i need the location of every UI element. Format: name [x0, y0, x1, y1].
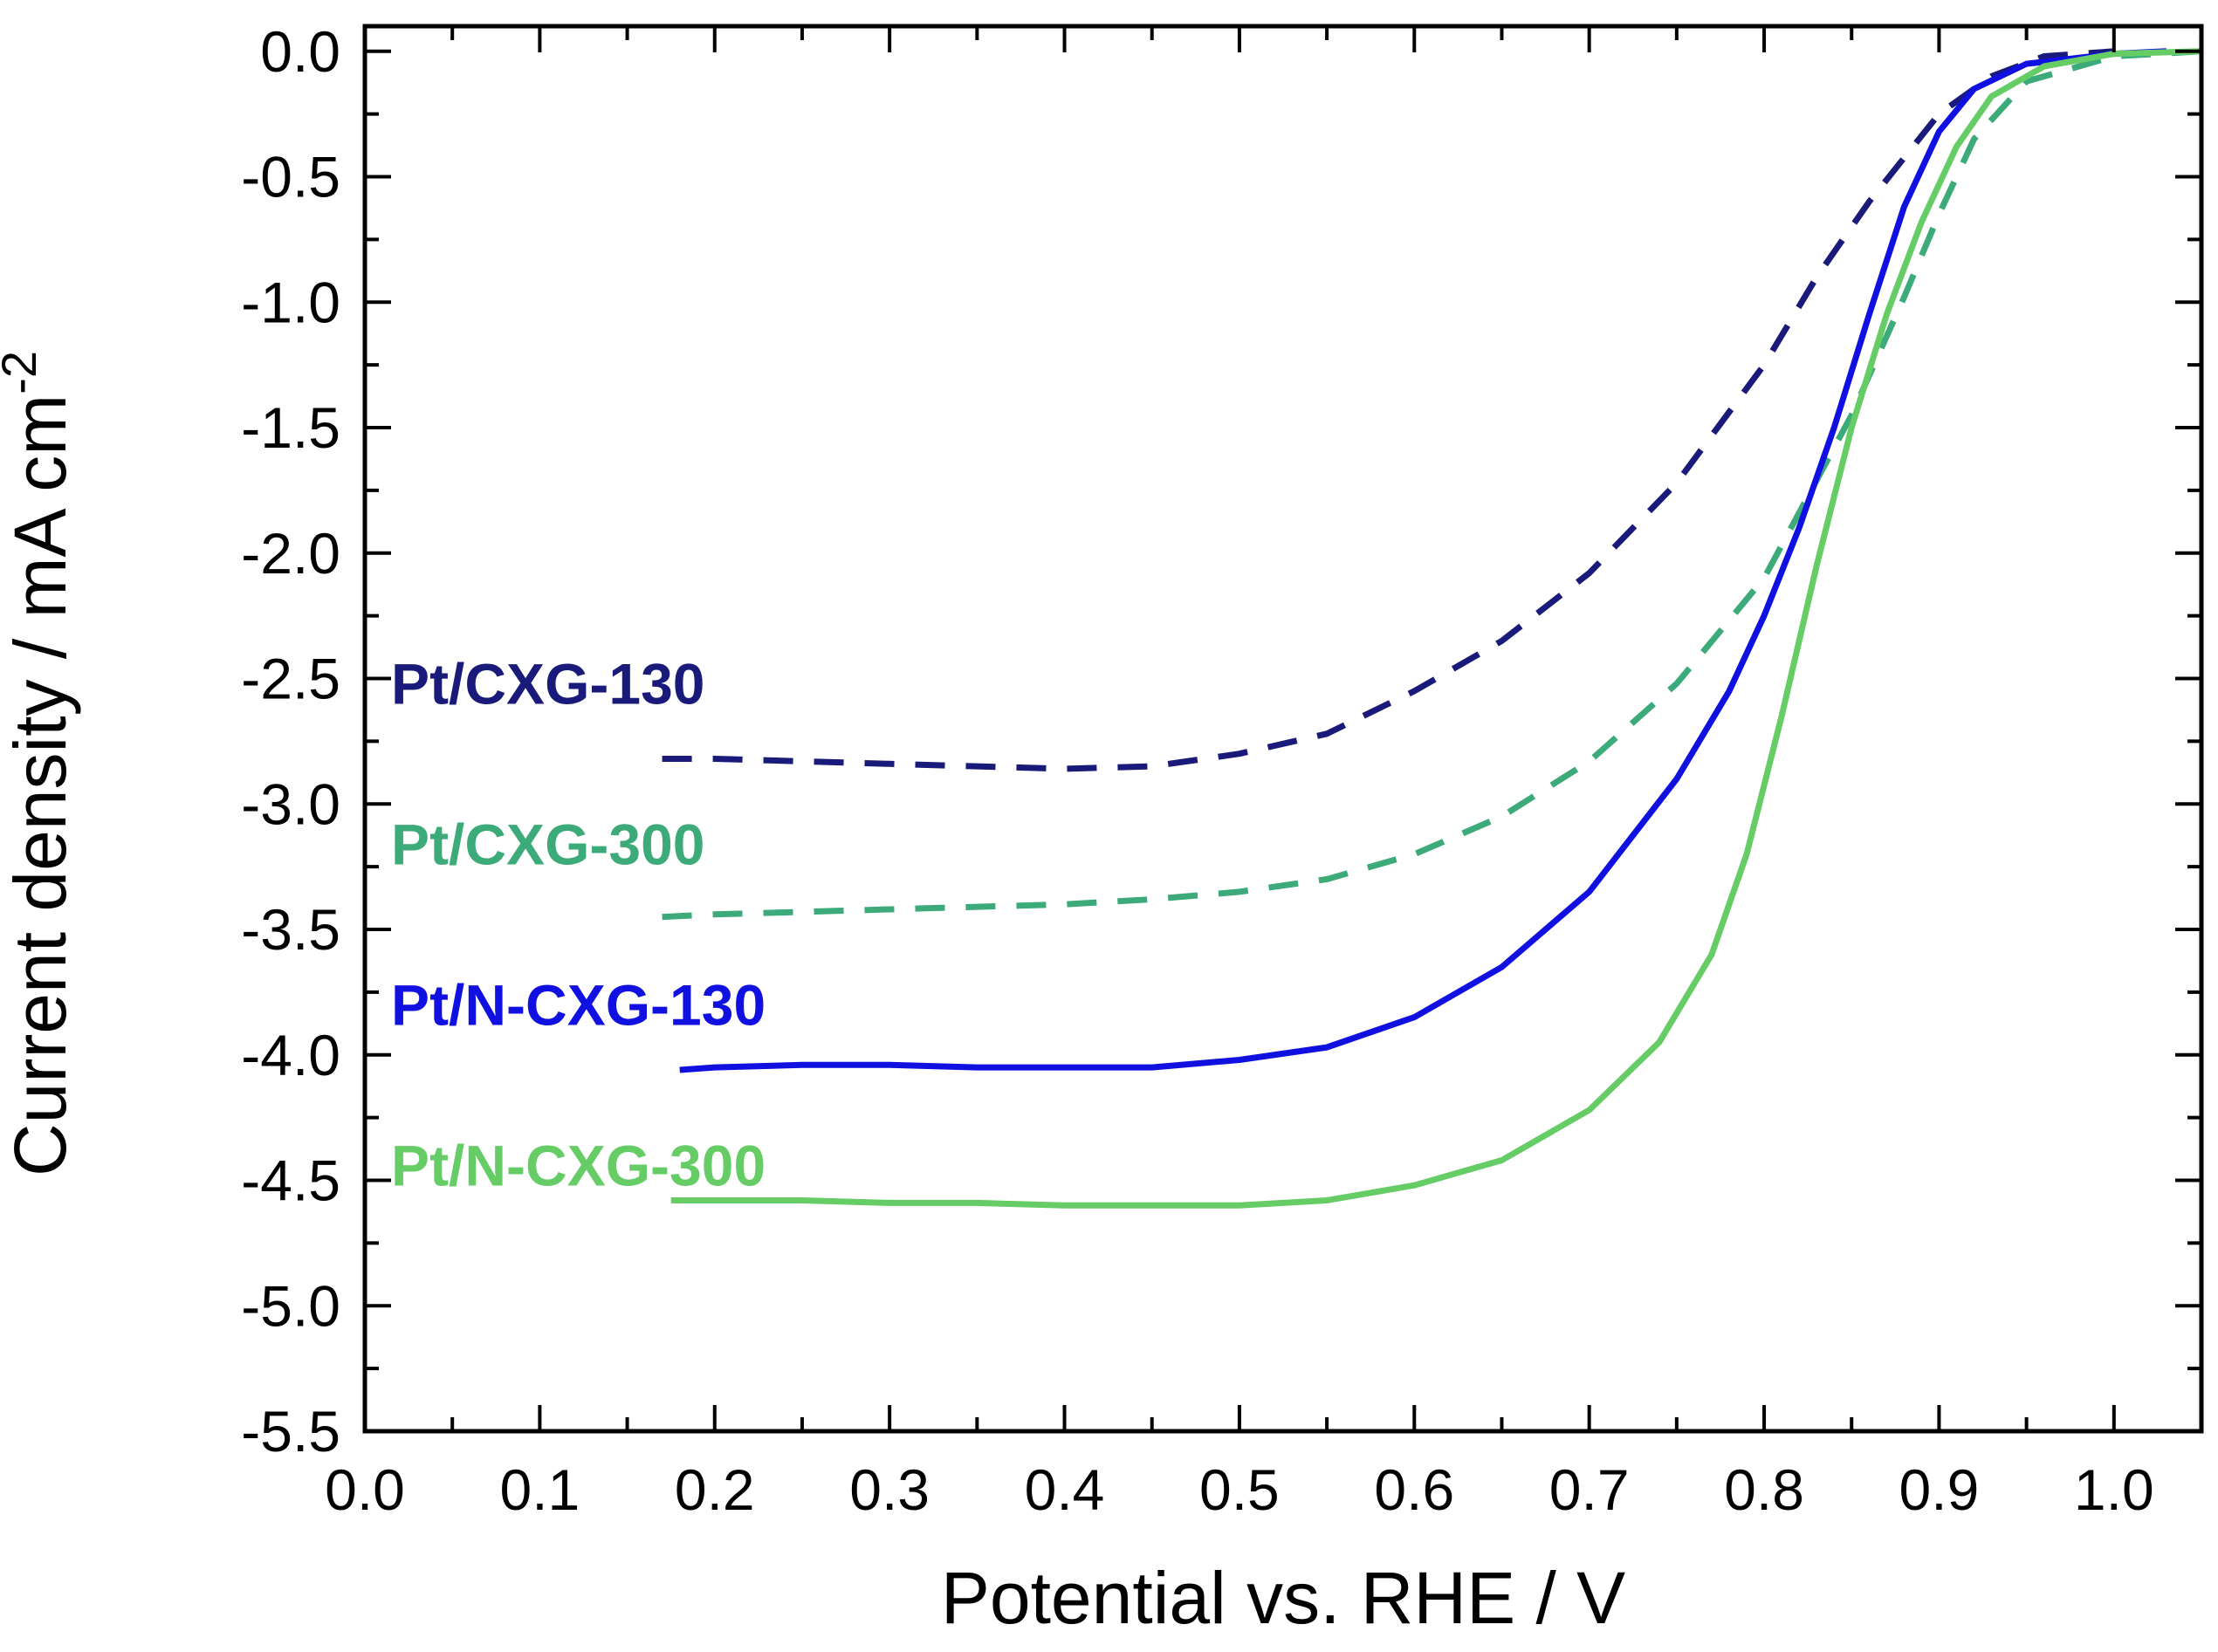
series-line-pt-n-cxg-130: [679, 48, 2167, 1073]
plot-frame: [362, 24, 2204, 1434]
y-tick-label: -4.0: [241, 1023, 340, 1087]
x-tick-label: 0.5: [1199, 1457, 1280, 1522]
x-tick-label: 0.7: [1549, 1457, 1630, 1522]
series-line-pt-cxg-130: [662, 48, 2115, 772]
series-label-pt-cxg-300: Pt/CXG-300: [391, 812, 704, 876]
y-tick-label: -2.0: [241, 521, 340, 586]
y-axis-title-main: Current density / mA cm: [0, 394, 81, 1176]
x-tick-label: 0.3: [849, 1457, 930, 1522]
y-axis-title: Current density / mA cm-2: [0, 351, 81, 1176]
y-tick-label: -4.5: [241, 1148, 340, 1213]
x-tick-label: 0.8: [1724, 1457, 1804, 1522]
x-tick-label: 0.4: [1025, 1457, 1105, 1522]
series-label-pt-n-cxg-300: Pt/N-CXG-300: [391, 1133, 766, 1197]
series-label-pt-cxg-130: Pt/CXG-130: [391, 651, 704, 716]
series-line-pt-cxg-300: [662, 48, 2202, 921]
y-tick-label: -3.0: [241, 771, 340, 836]
x-tick-label: 0.9: [1899, 1457, 1980, 1522]
y-tick-label: 0.0: [260, 19, 340, 84]
x-tick-label: 0.6: [1374, 1457, 1454, 1522]
series-label-pt-n-cxg-130: Pt/N-CXG-130: [391, 972, 766, 1037]
y-tick-label: -5.5: [241, 1399, 340, 1463]
y-tick-label: -0.5: [241, 145, 340, 209]
x-tick-label: 1.0: [2074, 1457, 2154, 1522]
axis-tick-labels: 0.0 0.1 0.2 0.3 0.4 0.5 0.6 0.7 0.8 0.9 1.0 0.0 -0.5…: [241, 19, 2153, 1522]
y-tick-label: -5.0: [241, 1273, 340, 1338]
y-tick-label: -3.5: [241, 897, 340, 962]
axis-ticks: [363, 26, 2203, 1433]
series-annotations: Pt/CXG-130 Pt/CXG-300 Pt/N-CXG-130 Pt/N-CXG…: [391, 651, 766, 1197]
y-axis-title-superscript: -2: [0, 351, 46, 394]
series-line-pt-n-cxg-300: [670, 48, 2202, 1209]
series-layer: [662, 48, 2202, 1209]
y-tick-label: -1.5: [241, 395, 340, 460]
x-tick-label: 0.0: [325, 1457, 405, 1522]
x-axis-title: Potential vs. RHE / V: [941, 1557, 1625, 1639]
x-tick-label: 0.1: [500, 1457, 580, 1522]
x-tick-label: 0.2: [675, 1457, 755, 1522]
y-tick-label: -1.0: [241, 270, 340, 334]
y-tick-label: -2.5: [241, 647, 340, 711]
